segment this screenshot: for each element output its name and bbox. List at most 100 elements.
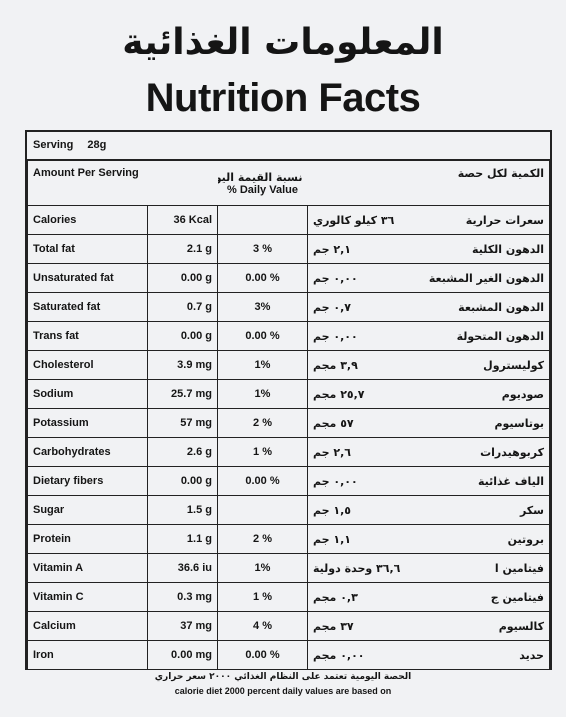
nutrient-name-arabic: فيتامين ا	[494, 561, 544, 575]
nutrition-table-box: Serving 28g Amount Per Serving نسبة القيم…	[25, 130, 552, 670]
daily-value-header: نسبة القيمة اليومية% Daily Value	[217, 161, 308, 206]
daily-value-empty	[217, 205, 308, 235]
nutrient-amount: 1.1 g	[147, 524, 218, 554]
nutrient-amount: 3.9 mg	[147, 350, 218, 380]
nutrient-arabic: فيتامين ا ٣٦,٦ وحدة دولية	[307, 553, 550, 583]
daily-value: 1%	[217, 379, 308, 409]
nutrient-arabic: الدهون الغير المشبعة ٠,٠٠ جم	[307, 263, 550, 293]
daily-value: 1%	[217, 350, 308, 380]
arabic-cell: فيتامين ج ٠,٣ مجم	[313, 591, 544, 604]
nutrient-amount: 0.00 mg	[147, 640, 218, 670]
header-row: Amount Per Serving نسبة القيمة اليومية% …	[27, 161, 550, 206]
daily-value: 1 %	[217, 582, 308, 612]
serving-row: Serving 28g	[27, 132, 550, 161]
daily-value-header-english: % Daily Value	[227, 183, 298, 196]
nutrient-name: Protein	[27, 524, 148, 554]
arabic-cell: الدهون المشبعة ٠,٧ جم	[313, 301, 544, 314]
nutrient-row: Potassium 57 mg 2 % بوتاسيوم ٥٧ مجم	[27, 408, 550, 438]
arabic-cell: بروتين ١,١ جم	[313, 533, 544, 546]
title-arabic: المعلومات الغذائية	[122, 22, 444, 63]
amount-header: Amount Per Serving	[27, 161, 218, 206]
daily-value: 0.00 %	[217, 263, 308, 293]
nutrient-name-arabic: الياف غذائية	[477, 474, 544, 488]
nutrient-amount-arabic: ٢,١ جم	[313, 242, 351, 256]
arabic-cell: فيتامين ا ٣٦,٦ وحدة دولية	[313, 562, 544, 575]
nutrient-name: Total fat	[27, 234, 148, 264]
daily-value: 4 %	[217, 611, 308, 641]
nutrient-name-arabic: بروتين	[507, 532, 544, 546]
arabic-cell: الدهون المتحولة ٠,٠٠ جم	[313, 330, 544, 343]
nutrient-name: Potassium	[27, 408, 148, 438]
daily-value: 2 %	[217, 524, 308, 554]
daily-value: 0.00 %	[217, 466, 308, 496]
nutrient-name-arabic: كوليسترول	[483, 358, 544, 372]
daily-value: 3%	[217, 292, 308, 322]
nutrient-row: Calcium 37 mg 4 % كالسيوم ٣٧ مجم	[27, 611, 550, 641]
nutrient-name-arabic: بوتاسيوم	[494, 416, 544, 430]
nutrient-name: Iron	[27, 640, 148, 670]
nutrient-amount-arabic: ٠,٠٠ جم	[313, 271, 358, 285]
nutrient-name-arabic: سكر	[519, 503, 544, 517]
nutrient-name: Cholesterol	[27, 350, 148, 380]
arabic-cell: كوليسترول ٣,٩ مجم	[313, 359, 544, 372]
nutrient-amount-arabic: ٠,٧ جم	[313, 300, 351, 314]
arabic-cell: الدهون الكلية ٢,١ جم	[313, 243, 544, 256]
nutrient-row: Cholesterol 3.9 mg 1% كوليسترول ٣,٩ مجم	[27, 350, 550, 380]
arabic-cell: كالسيوم ٣٧ مجم	[313, 620, 544, 633]
nutrient-amount-arabic: ١,٥ جم	[313, 503, 351, 517]
nutrient-row: Unsaturated fat 0.00 g 0.00 % الدهون الغير …	[27, 263, 550, 293]
daily-value: 0.00 %	[217, 640, 308, 670]
nutrient-row: Vitamin A 36.6 iu 1% فيتامين ا ٣٦,٦ وحدة دول…	[27, 553, 550, 583]
nutrient-amount: 0.00 g	[147, 321, 218, 351]
arabic-cell: الدهون الغير المشبعة ٠,٠٠ جم	[313, 272, 544, 285]
nutrient-amount: 0.00 g	[147, 263, 218, 293]
nutrient-name: Unsaturated fat	[27, 263, 148, 293]
nutrient-name: Calcium	[27, 611, 148, 641]
nutrient-arabic: صوديوم ٢٥,٧ مجم	[307, 379, 550, 409]
nutrient-amount: 2.1 g	[147, 234, 218, 264]
daily-value: 0.00 %	[217, 321, 308, 351]
nutrient-row: Vitamin C 0.3 mg 1 % فيتامين ج ٠,٣ مجم	[27, 582, 550, 612]
nutrient-row: Sugar 1.5 g سكر ١,٥ جم	[27, 495, 550, 525]
nutrient-amount-arabic: ٢٥,٧ مجم	[313, 387, 365, 401]
daily-value: 1 %	[217, 437, 308, 467]
nutrient-amount: 1.5 g	[147, 495, 218, 525]
nutrient-name: Calories	[27, 205, 148, 235]
arabic-cell: كربوهيدرات ٢,٦ جم	[313, 446, 544, 459]
footer-note: calorie diet 2000 percent daily values a…	[174, 686, 392, 696]
arabic-cell: بوتاسيوم ٥٧ مجم	[313, 417, 544, 430]
nutrient-row: Trans fat 0.00 g 0.00 % الدهون المتحولة ٠,٠٠…	[27, 321, 550, 351]
nutrient-row: Calories 36 Kcal سعرات حرارية ٣٦ كيلو كالور…	[27, 205, 550, 235]
title: Nutrition Facts	[145, 76, 421, 120]
nutrient-amount: 2.6 g	[147, 437, 218, 467]
nutrient-name-arabic: صوديوم	[501, 387, 544, 401]
nutrient-row: Dietary fibers 0.00 g 0.00 % الياف غذائية ٠,…	[27, 466, 550, 496]
nutrient-amount: 25.7 mg	[147, 379, 218, 409]
nutrient-amount-arabic: ٥٧ مجم	[313, 416, 354, 430]
nutrient-row: Iron 0.00 mg 0.00 % حديد ٠,٠٠ مجم	[27, 640, 550, 670]
arabic-cell: الياف غذائية ٠,٠٠ جم	[313, 475, 544, 488]
nutrient-amount-arabic: ١,١ جم	[313, 532, 351, 546]
nutrient-name-arabic: فيتامين ج	[490, 590, 544, 604]
nutrient-amount-arabic: ٠,٠٠ جم	[313, 329, 358, 343]
nutrient-amount-arabic: ٠,٣ مجم	[313, 590, 358, 604]
nutrient-name-arabic: كالسيوم	[498, 619, 544, 633]
nutrient-arabic: الدهون المتحولة ٠,٠٠ جم	[307, 321, 550, 351]
nutrient-amount-arabic: ٢,٦ جم	[313, 445, 351, 459]
nutrient-arabic: كالسيوم ٣٧ مجم	[307, 611, 550, 641]
amount-header-arabic: الكمية لكل حصة	[307, 161, 550, 206]
nutrient-name: Vitamin C	[27, 582, 148, 612]
nutrient-name: Sugar	[27, 495, 148, 525]
nutrient-amount: 36.6 iu	[147, 553, 218, 583]
nutrient-arabic: بوتاسيوم ٥٧ مجم	[307, 408, 550, 438]
nutrient-name: Sodium	[27, 379, 148, 409]
nutrient-name: Dietary fibers	[27, 466, 148, 496]
nutrient-amount-arabic: ٠,٠٠ مجم	[313, 648, 365, 662]
nutrient-amount-arabic: ٠,٠٠ جم	[313, 474, 358, 488]
nutrient-amount: 36 Kcal	[147, 205, 218, 235]
nutrient-amount-arabic: ٣٦ كيلو كالوري	[313, 213, 395, 227]
nutrient-row: Saturated fat 0.7 g 3% الدهون المشبعة ٠,٧ جم	[27, 292, 550, 322]
nutrient-name-arabic: الدهون الغير المشبعة	[428, 271, 544, 285]
